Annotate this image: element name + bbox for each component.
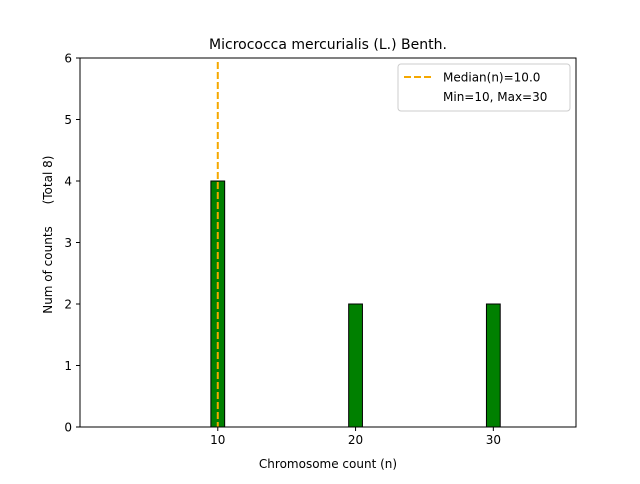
y-axis: 0 1 2 3 4 5 6 — [64, 52, 80, 435]
x-axis: 10 20 30 — [210, 427, 501, 447]
chart-title: Micrococca mercurialis (L.) Benth. — [209, 37, 447, 53]
legend-range-label: Min=10, Max=30 — [443, 90, 547, 104]
bar-20 — [348, 303, 363, 428]
y-tick-label-2: 2 — [64, 298, 72, 312]
y-axis-label: Num of counts — [41, 226, 55, 314]
axes-frame — [79, 57, 577, 428]
y-tick-label-3: 3 — [64, 236, 72, 250]
y-tick-label-4: 4 — [64, 175, 72, 189]
x-tick-label-10: 10 — [210, 433, 225, 447]
x-axis-label: Chromosome count (n) — [259, 457, 397, 471]
bar-30 — [485, 303, 501, 428]
legend-median-label: Median(n)=10.0 — [443, 71, 540, 85]
plot-area — [79, 57, 577, 428]
x-tick-label-30: 30 — [486, 433, 501, 447]
y-tick-label-5: 5 — [64, 113, 72, 127]
y-tick-label-1: 1 — [64, 359, 72, 373]
x-tick-label-20: 20 — [348, 433, 363, 447]
legend: Median(n)=10.0 Min=10, Max=30 — [397, 63, 571, 112]
y-tick-label-6: 6 — [64, 52, 72, 66]
y-axis-total-label: (Total 8) — [41, 156, 55, 205]
legend-box — [397, 63, 571, 112]
y-tick-label-0: 0 — [64, 421, 72, 435]
